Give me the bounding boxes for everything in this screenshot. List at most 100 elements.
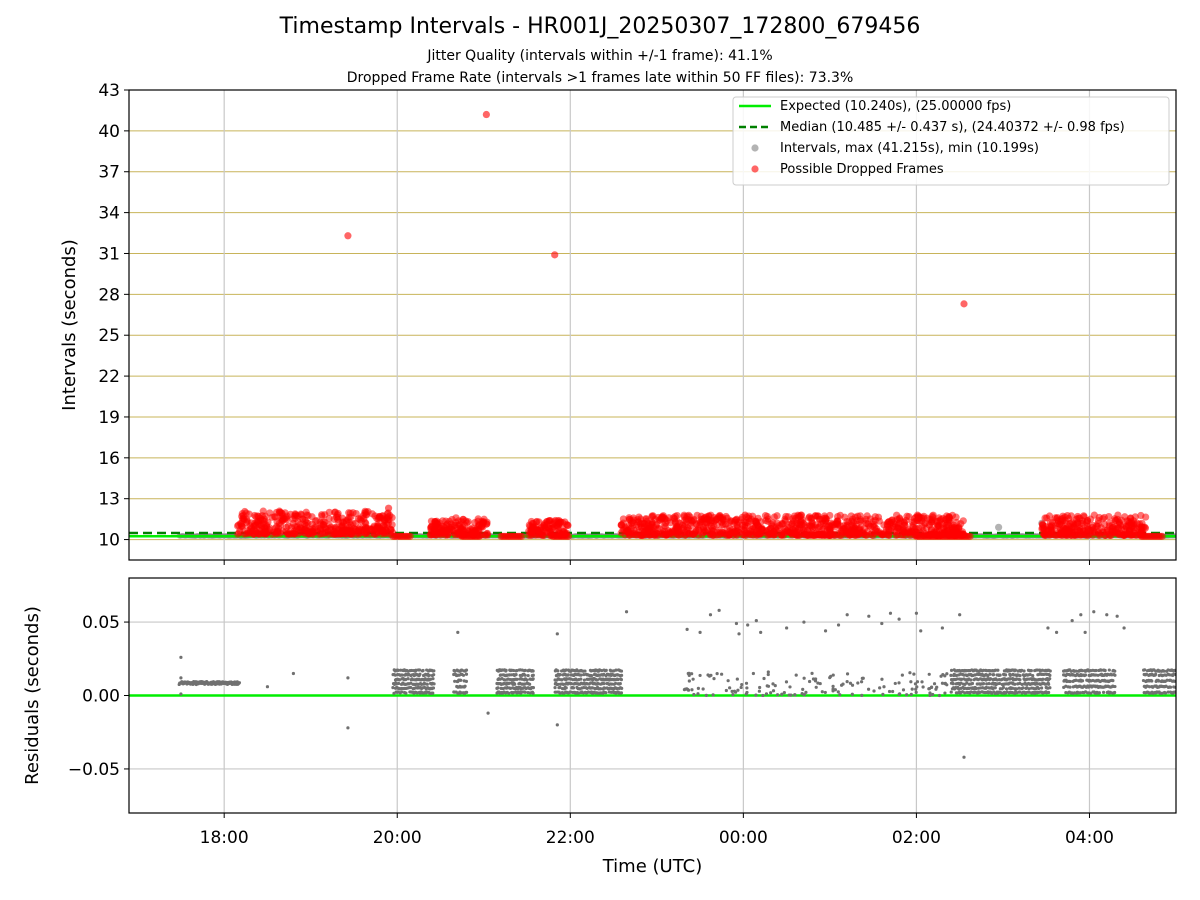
residual-point (872, 689, 876, 693)
dropped-frame-point (707, 522, 715, 530)
time-xtick-label: 18:00 (200, 828, 249, 848)
residual-point (514, 673, 518, 677)
residual-point (850, 683, 855, 687)
residual-point (431, 686, 436, 690)
residuals-ytick-label: 0.05 (82, 613, 120, 633)
residual-point (807, 679, 812, 684)
dropped-frame-point (483, 518, 491, 526)
residual-point (744, 681, 749, 685)
residual-point (823, 690, 827, 695)
dropped-frame-point (330, 530, 338, 538)
dropped-frame-point (384, 513, 392, 521)
dropped-frame-point (551, 251, 559, 259)
interval-point (995, 523, 1003, 531)
residual-point (802, 676, 806, 680)
residual-point (531, 669, 535, 673)
residual-point (1162, 669, 1166, 673)
residual-point (1046, 626, 1050, 630)
residual-point (909, 680, 913, 684)
residual-point (604, 691, 608, 695)
residual-point (919, 629, 923, 633)
residual-point (769, 691, 773, 695)
residual-point (1107, 668, 1111, 672)
residual-point (602, 682, 606, 686)
dropped-frame-point (723, 531, 731, 540)
residual-point (456, 630, 460, 634)
dropped-frame-point (845, 518, 853, 526)
intervals-ytick-label: 34 (98, 204, 120, 224)
residual-point (820, 690, 824, 694)
residual-point (683, 687, 687, 691)
residual-point (1154, 672, 1158, 676)
dropped-frame-point (626, 516, 634, 524)
dropped-frame-point (474, 517, 482, 525)
residual-point (992, 673, 996, 677)
residual-point (1021, 686, 1025, 690)
residual-point (940, 681, 945, 685)
dropped-frame-point (241, 507, 249, 516)
dropped-frame-point (966, 532, 974, 540)
residual-point (603, 686, 607, 690)
dropped-frame-point (482, 110, 490, 119)
residual-point (740, 682, 744, 687)
residual-point (929, 685, 934, 689)
residual-point (915, 680, 920, 684)
residual-point (981, 681, 986, 686)
residual-point (396, 681, 401, 686)
residual-point (691, 677, 695, 681)
intervals-ytick-label: 25 (98, 326, 120, 346)
dropped-frame-point (384, 504, 393, 512)
residual-point (698, 673, 702, 678)
dropped-frame-point (315, 530, 323, 538)
dropped-frame-point (426, 531, 434, 539)
dropped-frame-point (675, 528, 683, 536)
dropped-frame-point (770, 513, 778, 521)
residual-point (920, 680, 924, 684)
residual-point (1083, 673, 1088, 677)
residual-point (965, 681, 969, 685)
residuals-ylabel: Residuals (seconds) (22, 606, 43, 785)
residual-point (604, 668, 608, 672)
dropped-frame-point (440, 529, 448, 538)
residual-point (997, 681, 1002, 686)
residual-point (949, 673, 953, 678)
residual-point (1001, 685, 1006, 690)
residual-point (940, 626, 944, 630)
residual-point (751, 671, 755, 676)
dropped-frame-point (871, 530, 879, 538)
dropped-frame-point (635, 518, 643, 526)
residual-point (932, 682, 937, 686)
residual-point (784, 680, 789, 684)
residual-point (346, 726, 350, 730)
residual-point (969, 690, 973, 694)
residual-point (291, 671, 296, 676)
residual-point (1080, 679, 1085, 683)
residual-point (963, 691, 967, 695)
residual-point (804, 690, 808, 694)
dropped-frame-point (319, 521, 327, 529)
residual-point (867, 614, 871, 618)
dropped-frame-point (863, 512, 871, 520)
dropped-frame-point (432, 531, 441, 539)
residual-point (523, 673, 527, 677)
residual-point (818, 681, 822, 686)
intervals-ytick-label: 31 (98, 244, 120, 264)
residual-point (937, 693, 942, 698)
dropped-frame-point (752, 517, 760, 525)
residual-point (841, 682, 845, 686)
residual-point (1105, 613, 1109, 617)
dropped-frame-point (381, 523, 389, 531)
residual-point (687, 673, 691, 678)
dropped-frame-point (1056, 529, 1064, 537)
residual-point (848, 681, 853, 685)
residual-point (958, 613, 962, 617)
residual-point (788, 685, 792, 689)
residual-point (406, 677, 410, 681)
intervals-ytick-label: 16 (98, 449, 120, 469)
dropped-frame-point (1076, 527, 1084, 535)
dropped-frame-point (1158, 532, 1166, 540)
dropped-frame-point (1108, 525, 1116, 533)
residual-point (785, 626, 789, 630)
residual-point (616, 677, 620, 682)
